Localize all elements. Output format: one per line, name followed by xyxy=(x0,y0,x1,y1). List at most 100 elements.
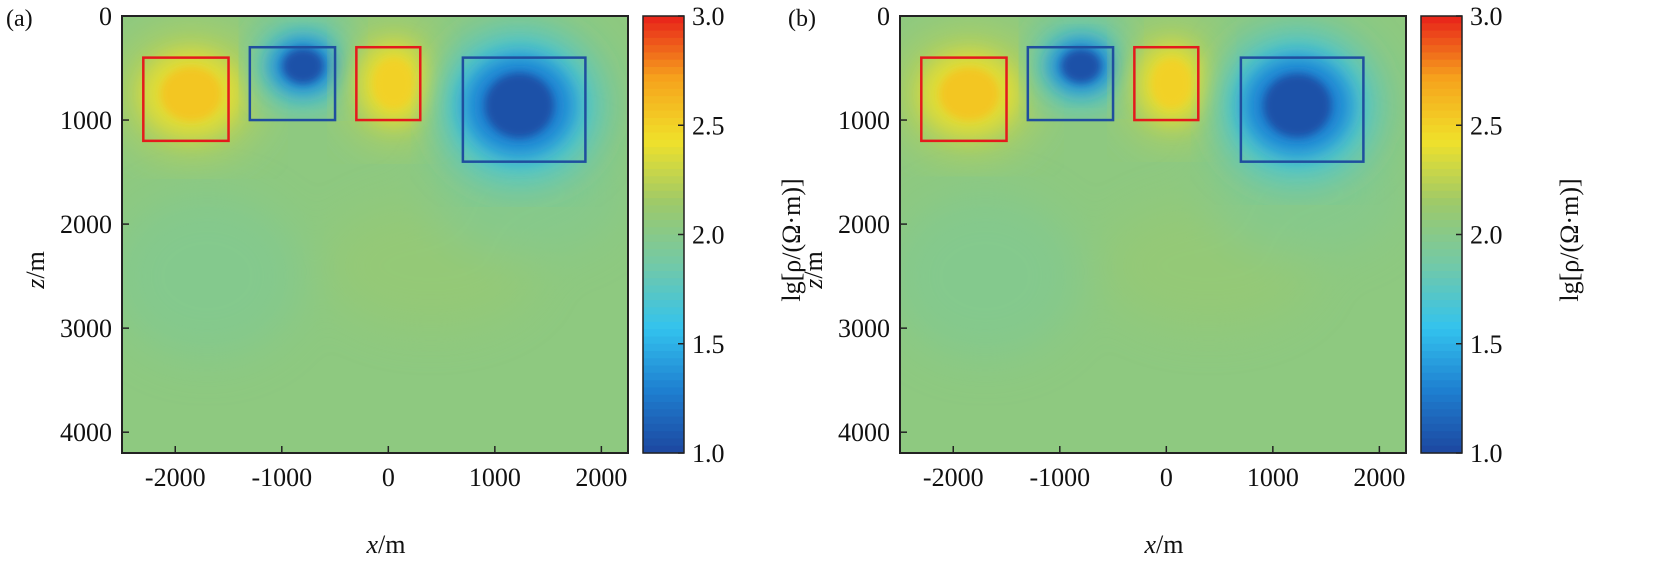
panel-a-y-ticks: 0 1000 2000 3000 4000 xyxy=(60,2,129,447)
panel-b-colorbar: 3.0 2.5 2.0 1.5 1.0 xyxy=(1420,2,1503,468)
panel-b-colorbar-swatch xyxy=(1421,190,1462,199)
panel-a-x-tick-label: -2000 xyxy=(145,463,206,492)
panel-b-colorbar-swatch xyxy=(1421,329,1462,338)
panel-a-colorbar-swatch xyxy=(643,81,684,90)
panel-b-anomaly-3-core xyxy=(1151,58,1193,109)
panel-a-colorbar-swatch xyxy=(643,16,684,24)
panel-b-colorbar-swatch xyxy=(1421,81,1462,90)
panel-a-colorbar-label: lg[ρ/(Ω·m)] xyxy=(777,178,806,301)
panel-b-colorbar-swatch xyxy=(1421,285,1462,294)
panel-a-colorbar-swatch xyxy=(643,416,684,425)
panel-b-colorbar-swatch xyxy=(1421,278,1462,287)
panel-a-deep-low-zone xyxy=(122,192,304,360)
panel-a-colorbar-swatch xyxy=(643,278,684,287)
panel-b-y-tick-label: 4000 xyxy=(838,418,890,447)
panel-b-model-box-2 xyxy=(1026,45,1115,122)
panel-b-y-axis-label: z/m xyxy=(799,251,828,290)
panel-b-colorbar-tick-label: 1.5 xyxy=(1470,330,1503,359)
panel-a-colorbar-swatch xyxy=(643,343,684,352)
panel-b-colorbar-swatch xyxy=(1421,227,1462,236)
panel-b-colorbar-swatch xyxy=(1421,438,1462,447)
panel-b-colorbar-swatch xyxy=(1421,37,1462,46)
panel-b-colorbar-tick-label: 2.0 xyxy=(1470,221,1503,250)
panel-b-colorbar-swatch xyxy=(1421,16,1462,24)
panel-b-colorbar-swatch xyxy=(1421,154,1462,163)
panel-a-colorbar: 3.0 2.5 2.0 1.5 1.0 xyxy=(642,2,725,468)
panel-b-model-box-4 xyxy=(1239,56,1365,163)
panel-b-colorbar-swatch xyxy=(1421,110,1462,119)
panel-a-model-box-3 xyxy=(355,45,422,122)
panel-b-colorbar-swatch xyxy=(1421,23,1462,32)
panel-a-colorbar-swatch xyxy=(643,256,684,265)
panel-b-anomaly-4 xyxy=(1221,34,1374,177)
panel-b-anomaly-4-core xyxy=(1263,73,1332,138)
panel-b-x-tick-label: 0 xyxy=(1160,463,1173,492)
panel-a-y-var: z xyxy=(21,279,50,290)
panel-b-colorbar-swatch xyxy=(1421,416,1462,425)
panel-b-x-unit: /m xyxy=(1156,530,1183,559)
panel-b-colorbar-swatch xyxy=(1421,96,1462,104)
panel-b-colorbar-swatch xyxy=(1421,139,1462,148)
panel-a-y-tick-label: 4000 xyxy=(60,418,112,447)
panel-b-colorbar-tick-label: 1.0 xyxy=(1470,439,1503,468)
panel-a-colorbar-swatch xyxy=(643,59,684,68)
panel-a-colorbar-swatch xyxy=(643,198,684,206)
panel-a-colorbar-swatch xyxy=(643,387,684,396)
panel-a-plot-frame xyxy=(121,15,629,454)
panel-a-colorbar-swatch xyxy=(643,125,684,134)
panel-a-anomaly-1 xyxy=(122,33,261,155)
panel-a-colorbar-swatch xyxy=(643,190,684,199)
panel-a-anomaly-1-core xyxy=(160,66,222,122)
panel-a-anomaly-4 xyxy=(441,33,598,178)
panel-a-colorbar-swatch xyxy=(643,183,684,192)
panel-b-x-tick-label: -2000 xyxy=(923,463,984,492)
panel-b-y-tick-label: 1000 xyxy=(838,106,890,135)
panel-b-colorbar-swatch xyxy=(1421,445,1462,454)
panel-a-colorbar-swatch xyxy=(643,249,684,257)
panel-a-label: (a) xyxy=(6,6,33,32)
panel-b-colorbar-swatch xyxy=(1421,147,1462,155)
panel-b-colorbar-swatch xyxy=(1421,88,1462,97)
panel-a-anomaly-2-core xyxy=(282,48,324,84)
panel-b-y-var: z xyxy=(799,279,828,290)
panel-b-x-axis-label: x/m xyxy=(1144,530,1184,559)
panel-a-colorbar-tick-label: 1.5 xyxy=(692,330,725,359)
panel-a-colorbar-tick-label: 1.0 xyxy=(692,439,725,468)
panel-a-colorbar-swatch xyxy=(643,445,684,454)
panel-a-colorbar-swatch xyxy=(643,30,684,39)
panel-b-heatmap xyxy=(900,16,1406,453)
panel-b-model-box-1 xyxy=(920,56,1008,143)
panel-a-colorbar-swatch xyxy=(643,103,684,112)
panel-a-colorbar-swatch xyxy=(643,227,684,236)
panel-a-colorbar-swatch xyxy=(643,292,684,301)
panel-b-colorbar-swatch xyxy=(1421,198,1462,206)
panel-a-y-tick-label: 3000 xyxy=(60,314,112,343)
panel-a-colorbar-swatch xyxy=(643,96,684,104)
panel-b-colorbar-swatch xyxy=(1421,45,1462,54)
panel-b-colorbar-swatch xyxy=(1421,351,1462,359)
panel-a-y-axis-label: z/m xyxy=(21,251,50,290)
panel-b-colorbar-swatch xyxy=(1421,205,1462,214)
panel-b-label: (b) xyxy=(788,6,816,32)
panel-a-x-axis-label: x/m xyxy=(366,530,406,559)
panel-a-colorbar-swatch xyxy=(643,365,684,374)
panel-b-x-tick-label: 2000 xyxy=(1353,463,1405,492)
panel-a-colorbar-swatch xyxy=(643,147,684,155)
panel-b-colorbar-swatch xyxy=(1421,358,1462,367)
panel-b-colorbar-swatch xyxy=(1421,59,1462,68)
panel-b-colorbar-swatch xyxy=(1421,307,1462,316)
panel-a-colorbar-swatch xyxy=(643,139,684,148)
panel-b-colorbar-swatch xyxy=(1421,249,1462,257)
panel-b-y-ticks: 0 1000 2000 3000 4000 xyxy=(838,2,907,447)
panel-a-colorbar-tick-label: 2.5 xyxy=(692,111,725,140)
panel-a-colorbar-swatch xyxy=(643,329,684,338)
panel-a-model-box-4 xyxy=(461,56,587,163)
panel-a-colorbar-swatch xyxy=(643,372,684,381)
panel-a-colorbar-swatch xyxy=(643,394,684,403)
panel-a-colorbar-swatch xyxy=(643,154,684,163)
panel-a-colorbar-swatch xyxy=(643,132,684,141)
panel-b-colorbar-swatch xyxy=(1421,125,1462,134)
panel-a-y-unit: /m xyxy=(21,251,50,278)
panel-a-y-tick-label: 1000 xyxy=(60,106,112,135)
panel-b-y-tick-label: 3000 xyxy=(838,314,890,343)
